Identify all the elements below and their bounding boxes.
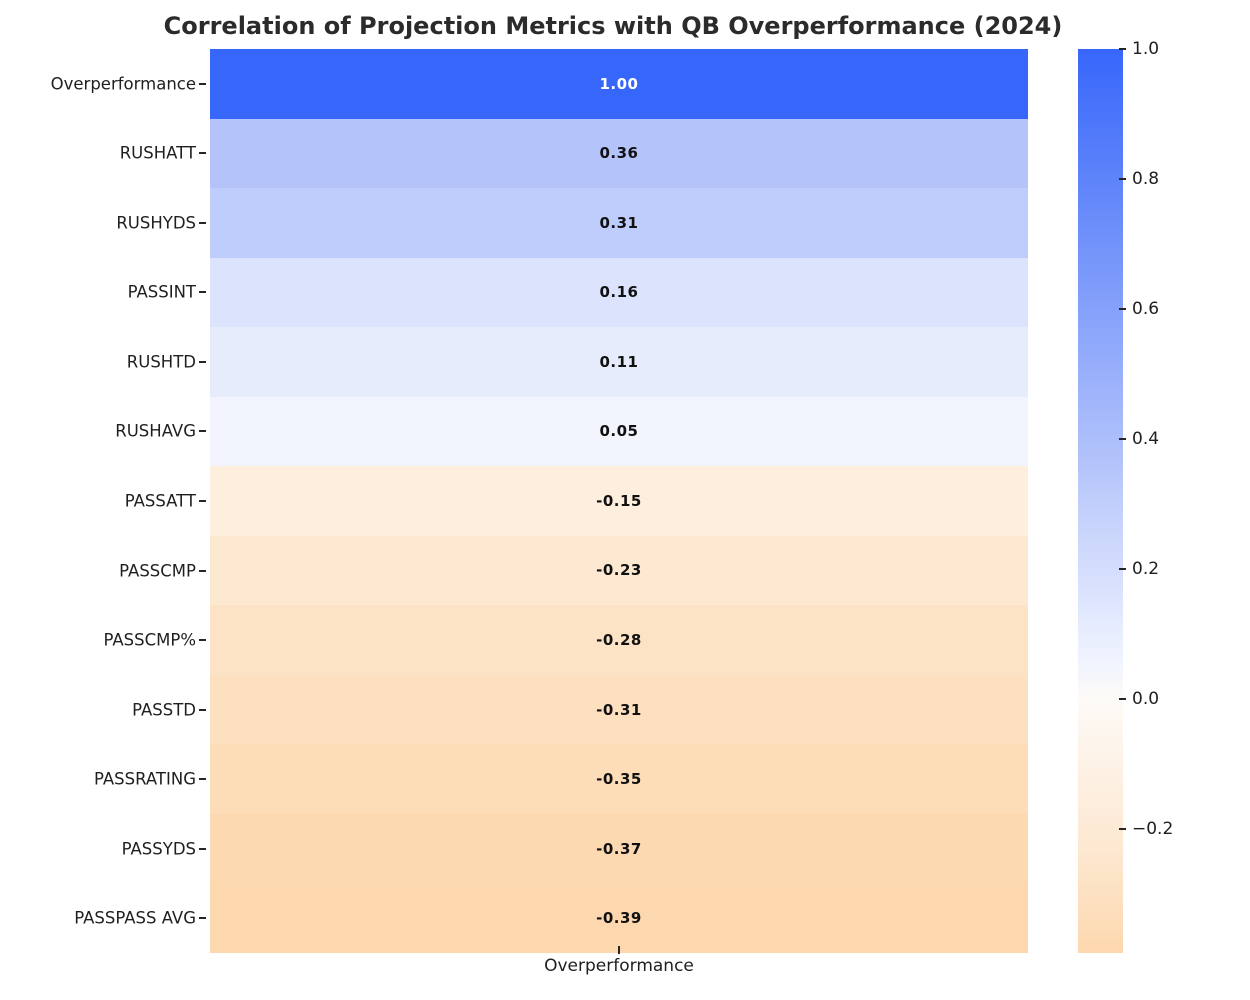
- colorbar-tick: [1119, 828, 1126, 831]
- y-axis-label: PASSCMP: [119, 561, 196, 581]
- cell-value: -0.28: [596, 631, 642, 650]
- y-tick: [199, 152, 206, 155]
- heatmap-cell: -0.39: [210, 883, 1028, 953]
- colorbar-tick-label: 0.4: [1132, 429, 1160, 450]
- chart-title: Correlation of Projection Metrics with Q…: [163, 12, 1063, 40]
- colorbar-tick: [1119, 568, 1126, 571]
- cell-value: -0.31: [596, 700, 642, 719]
- cell-value: 0.11: [599, 352, 639, 371]
- colorbar-tick: [1119, 308, 1126, 311]
- y-tick: [199, 291, 206, 294]
- cell-value: -0.23: [596, 561, 642, 580]
- colorbar-tick: [1119, 438, 1126, 441]
- colorbar: [1078, 49, 1123, 953]
- x-axis-label: Overperformance: [544, 956, 694, 976]
- colorbar-tick-label: 0.2: [1132, 559, 1160, 580]
- cell-value: 0.16: [599, 283, 639, 302]
- y-axis-label: PASSTD: [132, 700, 196, 720]
- y-axis-label: PASSPASS AVG: [74, 908, 196, 928]
- colorbar-tick: [1119, 48, 1126, 50]
- colorbar-tick: [1119, 178, 1126, 181]
- x-tick: [618, 946, 620, 954]
- y-tick: [199, 917, 206, 920]
- heatmap-cell: 0.31: [210, 188, 1028, 258]
- colorbar-tick: [1119, 698, 1126, 701]
- colorbar-tick-label: 0.6: [1132, 299, 1160, 320]
- heatmap-cell: -0.23: [210, 535, 1028, 606]
- cell-value: 0.31: [599, 213, 639, 232]
- y-tick: [199, 847, 206, 850]
- cell-value: -0.39: [596, 909, 642, 928]
- cell-value: -0.15: [596, 491, 642, 510]
- y-tick: [199, 500, 206, 502]
- y-tick: [199, 430, 206, 433]
- heatmap-cell: -0.28: [210, 605, 1028, 675]
- cell-value: 1.00: [599, 74, 639, 93]
- heatmap-cell: 0.36: [210, 118, 1028, 189]
- y-tick: [199, 708, 206, 711]
- y-axis-label: PASSINT: [127, 282, 196, 302]
- y-tick: [199, 639, 206, 642]
- cell-value: -0.37: [596, 839, 642, 858]
- colorbar-tick-label: −0.2: [1132, 819, 1174, 840]
- y-axis-label: RUSHYDS: [116, 213, 196, 233]
- heatmap-cell: -0.31: [210, 674, 1028, 745]
- heatmap-cell: 0.11: [210, 327, 1028, 397]
- y-tick: [199, 360, 206, 363]
- heatmap-cell: -0.35: [210, 744, 1028, 814]
- colorbar-tick-label: 0.8: [1132, 169, 1160, 190]
- y-tick: [199, 82, 206, 85]
- cell-value: 0.05: [599, 422, 639, 441]
- colorbar-tick-label: 0.0: [1132, 689, 1160, 710]
- colorbar-tick-label: 1.0: [1132, 39, 1160, 59]
- y-axis-label: PASSATT: [124, 491, 196, 511]
- y-tick: [199, 569, 206, 572]
- y-axis-label: Overperformance: [50, 74, 196, 94]
- cell-value: 0.36: [599, 144, 639, 163]
- heatmap-cell: -0.37: [210, 813, 1028, 884]
- y-tick: [199, 778, 206, 781]
- y-axis-label: RUSHTD: [126, 352, 196, 372]
- heatmap-cell: 0.05: [210, 396, 1028, 467]
- cell-value: -0.35: [596, 770, 642, 789]
- heatmap-cell: 0.16: [210, 257, 1028, 328]
- heatmap-cell: -0.15: [210, 466, 1028, 536]
- heatmap-cell: 1.00: [210, 49, 1028, 119]
- y-axis-label: PASSYDS: [121, 839, 196, 859]
- y-tick: [199, 221, 206, 224]
- y-axis-label: RUSHATT: [119, 143, 196, 163]
- y-axis-label: PASSRATING: [93, 769, 196, 789]
- heatmap: 1.00 0.36 0.31 0.16 0.11 0.05 -0.15 -0.23 -0.28 -…: [210, 49, 1028, 953]
- y-axis-label: PASSCMP%: [103, 630, 196, 650]
- y-axis: Overperformance RUSHATT RUSHYDS PASSINT RUSH…: [0, 49, 196, 953]
- y-axis-label: RUSHAVG: [115, 421, 196, 441]
